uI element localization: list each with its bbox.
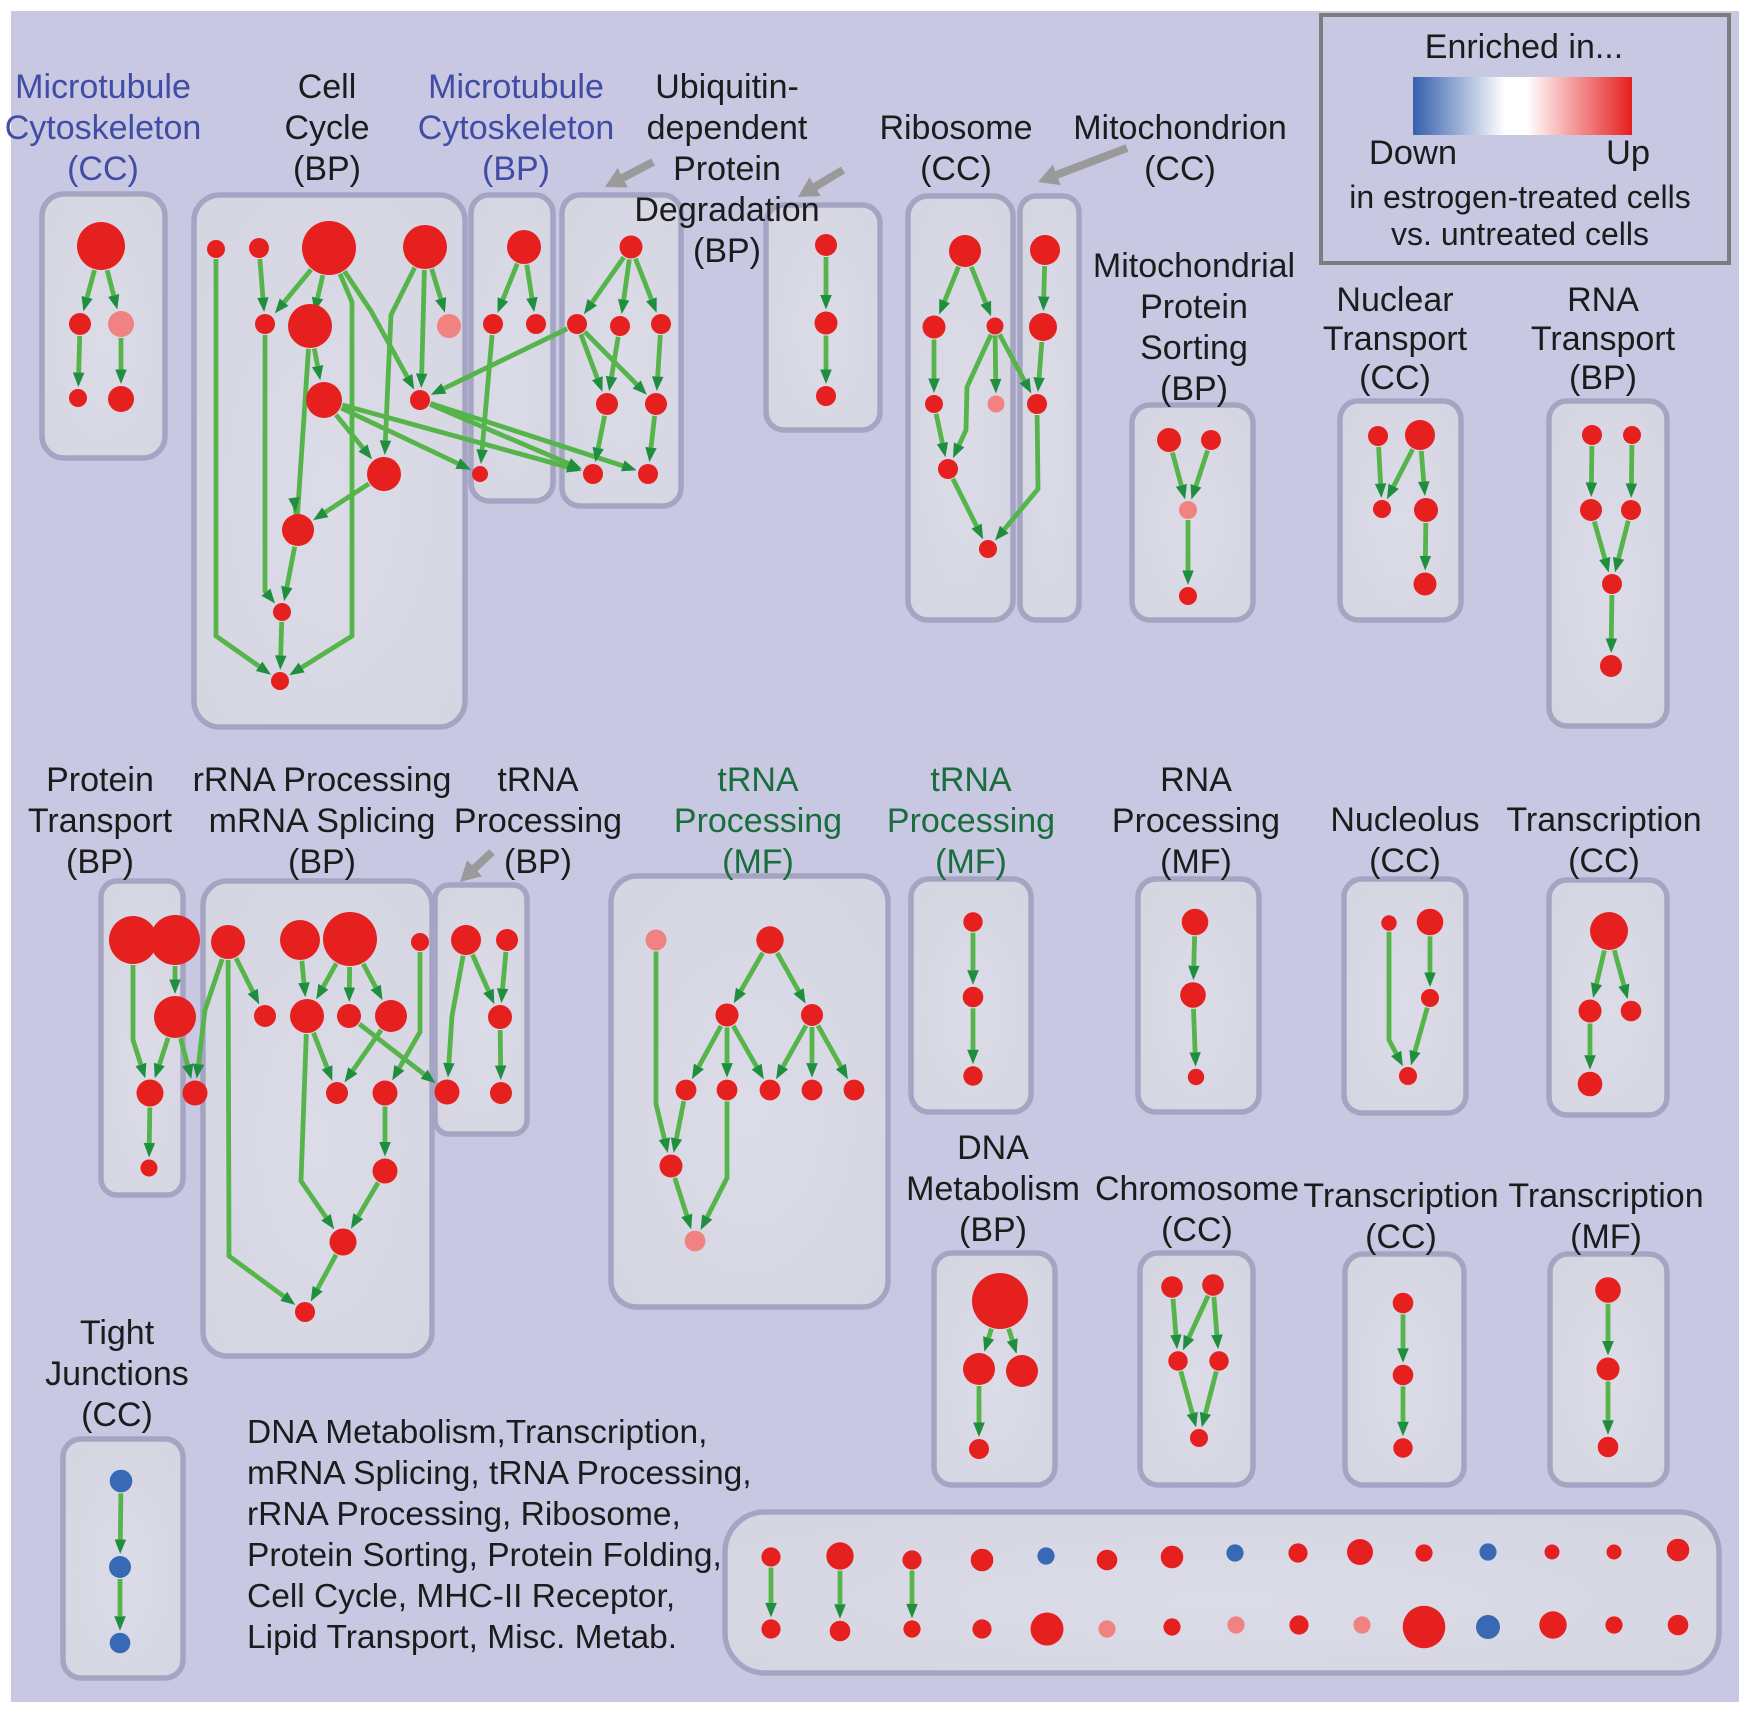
svg-text:Processing: Processing [454, 802, 622, 840]
svg-text:(BP): (BP) [482, 150, 550, 188]
svg-text:Chromosome: Chromosome [1095, 1170, 1299, 1208]
svg-text:dependent: dependent [647, 109, 808, 147]
svg-text:vs. untreated cells: vs. untreated cells [1391, 216, 1649, 252]
svg-text:Down: Down [1369, 134, 1457, 172]
svg-text:tRNA: tRNA [930, 761, 1012, 799]
svg-text:(CC): (CC) [1369, 842, 1441, 880]
svg-text:mRNA Splicing: mRNA Splicing [209, 802, 436, 840]
svg-text:Nuclear: Nuclear [1336, 281, 1453, 319]
svg-text:(MF): (MF) [722, 843, 794, 881]
svg-text:(CC): (CC) [1359, 359, 1431, 397]
svg-text:Mitochondrial: Mitochondrial [1093, 247, 1295, 285]
svg-text:RNA: RNA [1567, 281, 1639, 319]
svg-text:Protein: Protein [1140, 288, 1248, 326]
svg-text:Nucleolus: Nucleolus [1330, 801, 1479, 839]
svg-text:Transcription: Transcription [1303, 1177, 1498, 1215]
svg-text:Tight: Tight [80, 1314, 155, 1352]
svg-text:(CC): (CC) [81, 1396, 153, 1434]
svg-text:(MF): (MF) [1570, 1218, 1642, 1256]
svg-text:Cell Cycle, MHC-II Receptor,: Cell Cycle, MHC-II Receptor, [247, 1578, 675, 1615]
svg-text:Transcription: Transcription [1508, 1177, 1703, 1215]
svg-text:Up: Up [1606, 134, 1650, 172]
svg-text:Ribosome: Ribosome [879, 109, 1032, 147]
svg-text:DNA Metabolism,Transcription,: DNA Metabolism,Transcription, [247, 1414, 707, 1451]
svg-text:(BP): (BP) [293, 150, 361, 188]
svg-text:(BP): (BP) [66, 843, 134, 881]
svg-text:RNA: RNA [1160, 761, 1232, 799]
svg-text:Processing: Processing [887, 802, 1055, 840]
svg-text:(CC): (CC) [1568, 842, 1640, 880]
svg-text:(BP): (BP) [1160, 370, 1228, 408]
svg-text:Enriched in...: Enriched in... [1425, 28, 1623, 66]
svg-text:Cycle: Cycle [284, 109, 369, 147]
svg-text:Lipid Transport, Misc. Metab.: Lipid Transport, Misc. Metab. [247, 1619, 677, 1656]
svg-text:(CC): (CC) [1144, 150, 1216, 188]
svg-text:rRNA Processing, Ribosome,: rRNA Processing, Ribosome, [247, 1496, 681, 1533]
svg-text:(MF): (MF) [935, 843, 1007, 881]
svg-text:Transport: Transport [1531, 320, 1676, 358]
svg-text:mRNA Splicing, tRNA Processing: mRNA Splicing, tRNA Processing, [247, 1455, 752, 1492]
svg-text:Protein: Protein [46, 761, 154, 799]
svg-text:(BP): (BP) [288, 843, 356, 881]
svg-text:tRNA: tRNA [717, 761, 799, 799]
svg-text:(BP): (BP) [693, 232, 761, 270]
svg-text:Cytoskeleton: Cytoskeleton [418, 109, 615, 147]
svg-text:Microtubule: Microtubule [15, 68, 191, 106]
svg-text:(BP): (BP) [959, 1211, 1027, 1249]
svg-text:Ubiquitin-: Ubiquitin- [655, 68, 799, 106]
svg-text:Transport: Transport [28, 802, 173, 840]
svg-text:Transport: Transport [1323, 320, 1468, 358]
svg-text:Protein: Protein [673, 150, 781, 188]
svg-text:(CC): (CC) [67, 150, 139, 188]
svg-text:in estrogen-treated cells: in estrogen-treated cells [1349, 179, 1691, 215]
svg-text:Transcription: Transcription [1506, 801, 1701, 839]
svg-text:Metabolism: Metabolism [906, 1170, 1080, 1208]
svg-text:(CC): (CC) [920, 150, 992, 188]
svg-text:Protein Sorting, Protein Foldi: Protein Sorting, Protein Folding, [247, 1537, 722, 1574]
svg-text:(CC): (CC) [1365, 1218, 1437, 1256]
svg-text:Sorting: Sorting [1140, 329, 1248, 367]
svg-text:tRNA: tRNA [497, 761, 579, 799]
svg-text:Microtubule: Microtubule [428, 68, 604, 106]
svg-text:DNA: DNA [957, 1129, 1029, 1167]
svg-text:(BP): (BP) [1569, 359, 1637, 397]
svg-text:(CC): (CC) [1161, 1211, 1233, 1249]
svg-text:Cytoskeleton: Cytoskeleton [5, 109, 202, 147]
svg-text:Cell: Cell [298, 68, 357, 106]
svg-text:(BP): (BP) [504, 843, 572, 881]
svg-text:Mitochondrion: Mitochondrion [1073, 109, 1287, 147]
svg-text:(MF): (MF) [1160, 843, 1232, 881]
svg-text:rRNA Processing: rRNA Processing [193, 761, 452, 799]
svg-text:Processing: Processing [674, 802, 842, 840]
svg-text:Processing: Processing [1112, 802, 1280, 840]
svg-text:Junctions: Junctions [45, 1355, 189, 1393]
svg-text:Degradation: Degradation [634, 191, 819, 229]
